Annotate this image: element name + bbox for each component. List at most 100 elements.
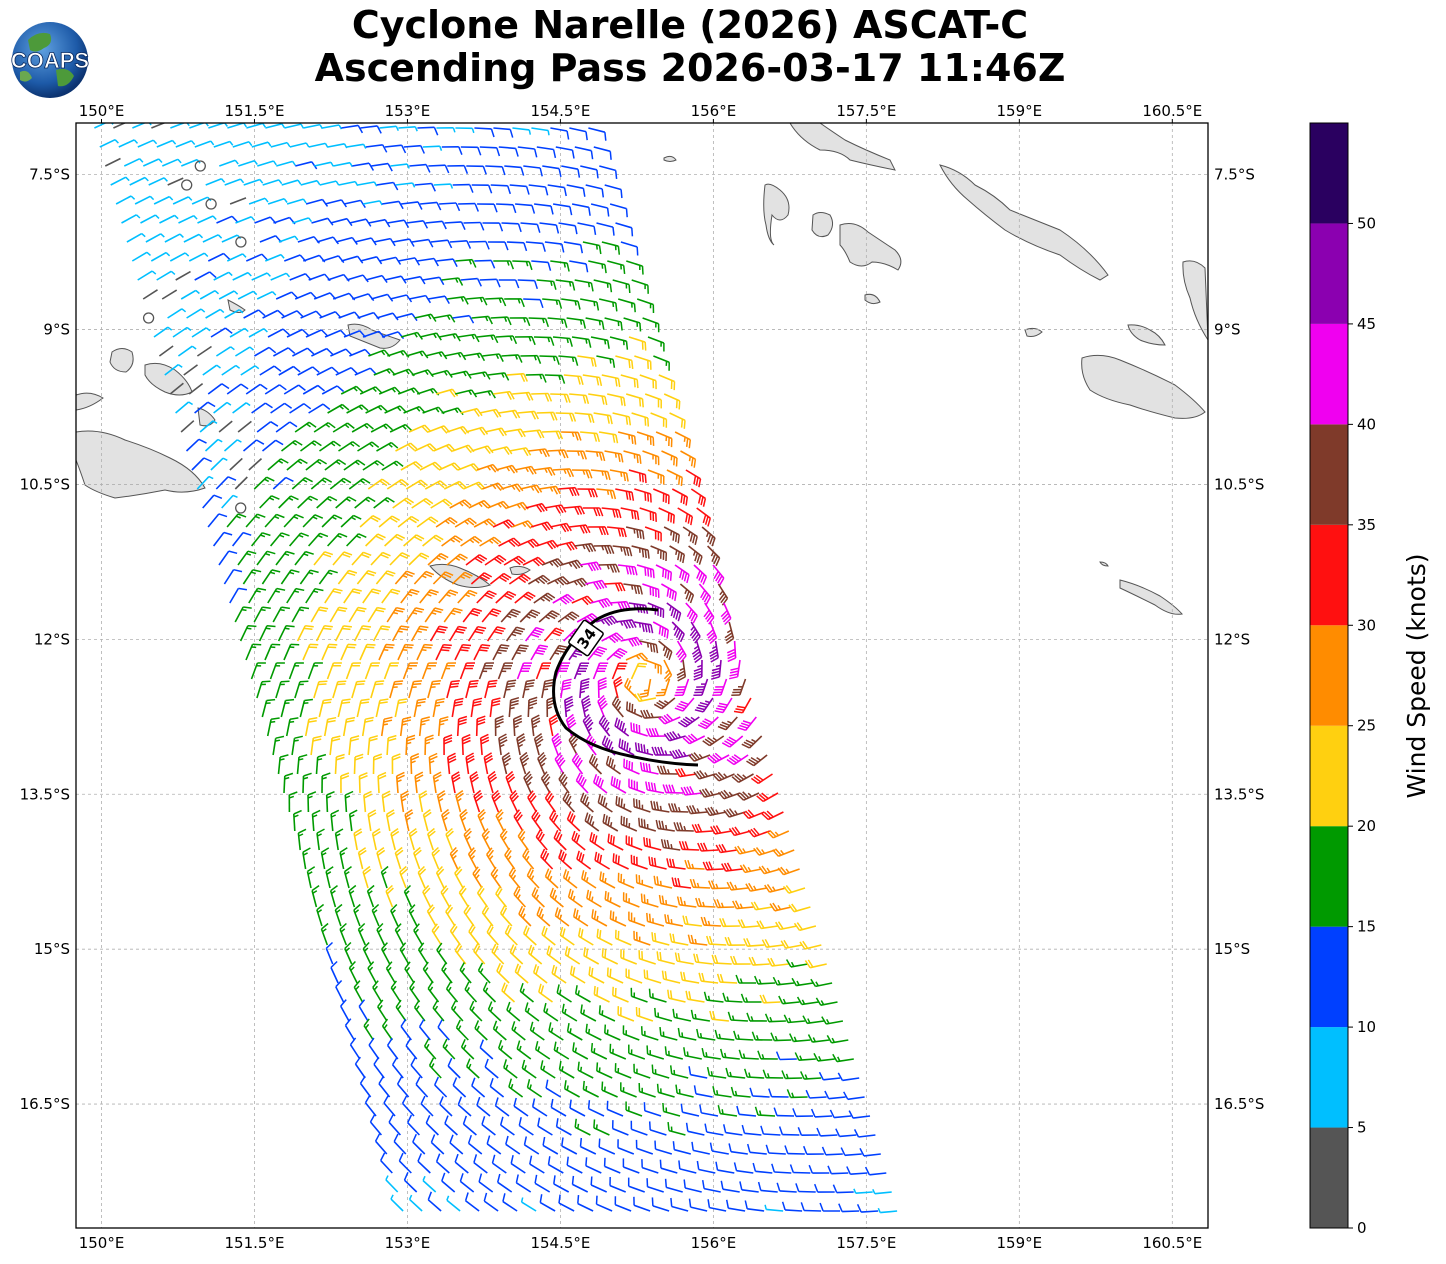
wind-barb <box>505 1135 521 1155</box>
wind-barb <box>523 429 545 439</box>
wind-barb <box>346 533 367 547</box>
wind-barb <box>595 1195 613 1212</box>
wind-barb <box>172 196 193 205</box>
wind-barb <box>473 789 483 813</box>
wind-barb <box>666 469 683 487</box>
wind-barb <box>748 956 770 966</box>
wind-barb <box>652 488 670 505</box>
wind-barb <box>539 1194 556 1212</box>
wind-barb <box>403 534 425 547</box>
wind-barb <box>205 308 225 319</box>
wind-barb <box>697 842 719 852</box>
wind-barb <box>837 1072 860 1082</box>
wind-barb <box>251 272 271 281</box>
wind-barb <box>598 714 611 737</box>
wind-barb <box>476 885 489 908</box>
wind-barb <box>485 297 507 307</box>
wind-barb <box>459 808 468 832</box>
wind-barb <box>496 1173 513 1193</box>
wind-barb <box>433 314 456 323</box>
wind-barb <box>281 179 302 186</box>
wind-barb <box>577 222 597 236</box>
wind-barb <box>445 827 454 851</box>
wind-barb <box>444 221 466 231</box>
wind-barb <box>466 296 488 306</box>
wind-barb <box>715 1161 735 1174</box>
wind-barb <box>528 317 550 328</box>
wind-barb <box>487 372 510 381</box>
wind-barb <box>676 896 697 908</box>
wind-barb <box>620 636 643 647</box>
wind-barb <box>630 854 648 870</box>
wind-barb <box>859 1147 881 1157</box>
wind-barb <box>202 234 223 243</box>
wind-barb <box>514 963 529 984</box>
wind-barb <box>628 469 647 484</box>
wind-barb <box>617 1139 635 1155</box>
wind-barb <box>536 411 558 421</box>
wind-barb <box>482 353 504 362</box>
wind-barb <box>367 961 377 984</box>
wind-barb <box>463 904 475 927</box>
island <box>811 212 834 238</box>
wind-barb <box>358 999 369 1022</box>
wind-barb <box>283 772 294 794</box>
wind-barb <box>539 222 560 234</box>
wind-barb <box>508 867 521 889</box>
wind-barb <box>450 1000 464 1022</box>
wind-barb <box>675 640 687 663</box>
wind-barb <box>544 790 557 813</box>
wind-barb <box>493 390 515 400</box>
wind-barb <box>648 1121 667 1136</box>
wind-barb <box>492 519 516 529</box>
wind-barb <box>585 1157 602 1174</box>
wind-barb <box>579 677 590 699</box>
wind-barb <box>292 347 315 357</box>
wind-barb <box>380 1152 393 1174</box>
wind-barb <box>183 233 204 243</box>
wind-barb <box>327 403 350 414</box>
wind-barb <box>625 652 649 662</box>
wind-barb <box>829 1109 852 1119</box>
wind-barb <box>577 488 598 498</box>
wind-barb <box>499 828 510 851</box>
wind-barb <box>672 1141 692 1155</box>
wind-barb <box>656 1083 675 1098</box>
wind-barb <box>375 698 389 718</box>
wind-barb <box>435 1153 450 1174</box>
wind-barb <box>564 946 581 965</box>
wind-barb <box>436 127 456 133</box>
wind-barb <box>329 735 341 756</box>
wind-barb <box>262 309 285 319</box>
wind-barb <box>364 1094 377 1117</box>
colorbar-label: Wind Speed (knots) <box>1402 553 1431 798</box>
wind-barb <box>527 574 551 585</box>
wind-barb <box>237 290 258 300</box>
wind-barb <box>296 625 314 642</box>
wind-barb <box>337 698 351 718</box>
wind-barb <box>531 887 545 908</box>
wind-barb <box>385 884 394 908</box>
wind-barb <box>218 420 233 433</box>
wind-barb <box>516 733 526 756</box>
lat-label-right: 9°S <box>1214 321 1241 339</box>
wind-barb <box>388 1114 401 1136</box>
wind-barb <box>447 752 457 775</box>
wind-barb <box>362 941 372 965</box>
wind-barb <box>499 905 513 927</box>
wind-barb <box>815 997 838 1006</box>
wind-barb <box>218 290 239 300</box>
colorbar-segment <box>1310 926 1348 1028</box>
wind-barb <box>771 1163 792 1174</box>
wind-barb <box>538 983 553 1003</box>
wind-barb <box>417 126 439 136</box>
lon-label-top: 154.5°E <box>530 102 590 120</box>
wind-barb <box>612 545 633 557</box>
wind-barb <box>393 1133 407 1155</box>
logo-text: COAPS <box>11 48 89 73</box>
wind-barb <box>410 1057 423 1079</box>
wind-barb <box>612 279 631 294</box>
wind-barb <box>546 945 562 965</box>
wind-barb <box>180 420 195 433</box>
wind-barb <box>412 1133 426 1155</box>
